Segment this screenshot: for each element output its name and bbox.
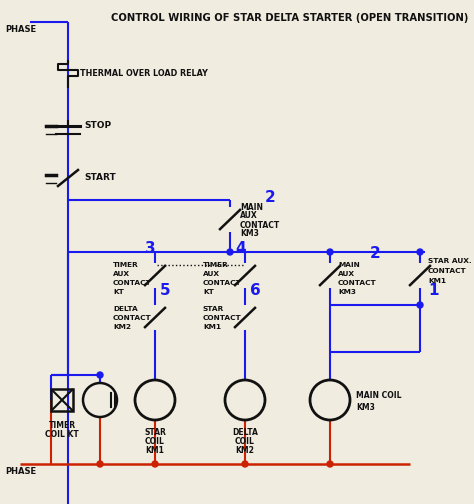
Text: KM1: KM1 — [428, 278, 446, 284]
Text: KM3: KM3 — [240, 229, 259, 238]
Text: 2: 2 — [370, 246, 381, 261]
Circle shape — [97, 461, 103, 467]
Circle shape — [152, 461, 158, 467]
Text: MAIN: MAIN — [240, 203, 263, 212]
Text: AUX: AUX — [338, 271, 355, 277]
Text: 2: 2 — [265, 190, 276, 205]
Text: KT: KT — [203, 289, 214, 295]
Text: TIMER: TIMER — [113, 262, 139, 268]
Text: STAR AUX.: STAR AUX. — [428, 258, 472, 264]
Circle shape — [97, 372, 103, 378]
Text: CONTACT: CONTACT — [203, 315, 242, 321]
Text: STAR: STAR — [144, 428, 166, 437]
Text: COIL: COIL — [235, 437, 255, 446]
Text: CONTACT: CONTACT — [203, 280, 242, 286]
Text: 6: 6 — [250, 283, 261, 298]
Text: DELTA: DELTA — [232, 428, 258, 437]
Text: AUX: AUX — [240, 212, 258, 221]
Text: COIL: COIL — [145, 437, 165, 446]
Text: KM2: KM2 — [113, 324, 131, 330]
Text: KT: KT — [113, 289, 124, 295]
Text: PHASE: PHASE — [5, 26, 36, 34]
Text: CONTACT: CONTACT — [240, 221, 280, 229]
Text: CONTACT: CONTACT — [338, 280, 377, 286]
Circle shape — [242, 461, 248, 467]
Circle shape — [417, 302, 423, 308]
Text: AUX: AUX — [113, 271, 130, 277]
Text: STAR: STAR — [203, 306, 224, 312]
Circle shape — [417, 249, 423, 255]
Text: KM2: KM2 — [236, 446, 255, 455]
Text: KM3: KM3 — [338, 289, 356, 295]
Text: START: START — [84, 173, 116, 182]
Text: THERMAL OVER LOAD RELAY: THERMAL OVER LOAD RELAY — [80, 70, 208, 79]
Text: 3: 3 — [145, 241, 155, 256]
Text: KM1: KM1 — [203, 324, 221, 330]
Circle shape — [227, 249, 233, 255]
Text: CONTACT: CONTACT — [113, 280, 152, 286]
Text: KM3: KM3 — [356, 403, 375, 411]
Text: PHASE: PHASE — [5, 468, 36, 476]
Text: CONTACT: CONTACT — [428, 268, 467, 274]
Text: STOP: STOP — [84, 121, 111, 131]
Text: MAIN: MAIN — [338, 262, 360, 268]
Text: TIMER: TIMER — [48, 421, 75, 430]
Text: AUX: AUX — [203, 271, 220, 277]
Text: TIMER: TIMER — [203, 262, 229, 268]
Circle shape — [327, 461, 333, 467]
Text: DELTA: DELTA — [113, 306, 138, 312]
Text: 1: 1 — [428, 283, 438, 298]
Text: 5: 5 — [160, 283, 171, 298]
Bar — [51, 389, 73, 411]
Text: KM1: KM1 — [146, 446, 164, 455]
Text: CONTACT: CONTACT — [113, 315, 152, 321]
Text: CONTROL WIRING OF STAR DELTA STARTER (OPEN TRANSITION): CONTROL WIRING OF STAR DELTA STARTER (OP… — [111, 13, 469, 23]
Text: 4: 4 — [235, 241, 246, 256]
Text: MAIN COIL: MAIN COIL — [356, 391, 401, 400]
Text: COIL KT: COIL KT — [45, 430, 79, 439]
Circle shape — [327, 249, 333, 255]
